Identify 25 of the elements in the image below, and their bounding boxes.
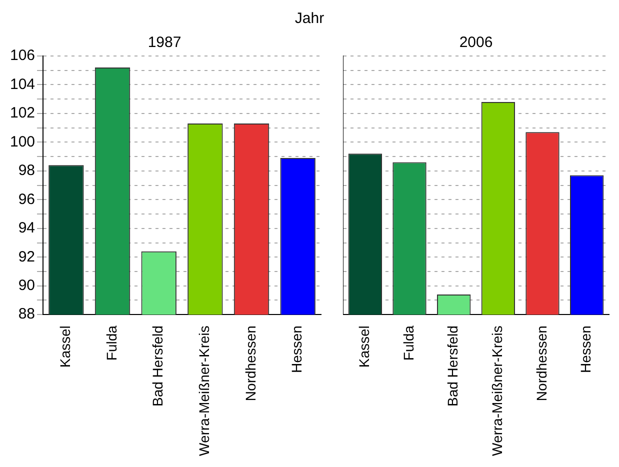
x-tick-label: Bad Hersfeld [444,326,461,407]
y-tick-label: 98 [18,162,36,180]
chart-title: 1987 [148,34,182,52]
text: Jahr [294,9,326,29]
y-tick-label: 96 [18,190,36,208]
y-tick-label: 88 [18,306,36,323]
y-tick-label: 94 [18,220,36,237]
chart-title: 2006 [459,34,493,52]
x-tick-label: Kassel [57,326,74,368]
y-tick-label: 90 [18,276,36,294]
x-tick-label: Werra-Meißner-Kreis [196,326,212,456]
y-tick-label: 106 [10,47,36,64]
y-tick-label: 100 [10,133,36,150]
x-tick-label: Bad Hersfeld [150,326,166,407]
x-tick-label: Werra-Meißner-Kreis [489,326,506,456]
x-tick-label: Fulda [400,325,416,361]
x-tick-label: Hessen [288,326,305,374]
x-tick-label: Fulda [103,325,120,361]
x-tick-label: Hessen [578,326,594,374]
y-tick-label: 102 [10,104,36,122]
x-tick-label: Kassel [356,326,372,368]
x-tick-label: Nordhessen [242,326,258,402]
y-tick-label: 104 [10,76,36,93]
x-tick-label: Nordhessen [533,326,550,402]
y-tick-label: 92 [18,248,36,266]
